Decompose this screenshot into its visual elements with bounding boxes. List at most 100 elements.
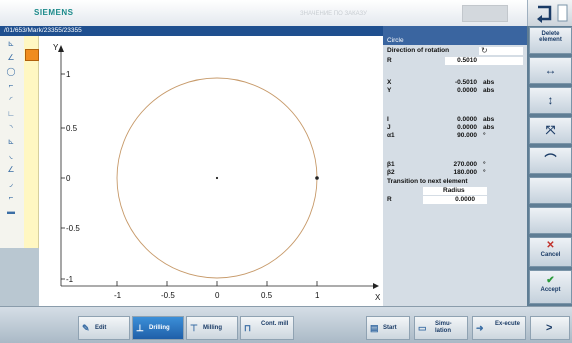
end-element-icon[interactable]: ▬ xyxy=(7,207,15,216)
arrows-horizontal-icon: ↔ xyxy=(544,63,557,77)
line-element-icon[interactable]: ⌐ xyxy=(8,193,14,202)
y-axis-arrow xyxy=(58,45,64,52)
selected-element-marker[interactable] xyxy=(25,49,39,61)
simulation-icon: ▭ xyxy=(418,323,427,333)
vertical-softkeys: Delete element ↔ ↕ ⤧ ⌒ ✕ Cancel ✔ Accept xyxy=(527,26,572,306)
panel-title: Circle xyxy=(383,36,527,45)
rotate-cw-icon: ↻ xyxy=(481,46,488,55)
execute-icon: ➜ xyxy=(476,323,484,333)
beta2-label: β2 xyxy=(387,169,395,176)
J-label: J xyxy=(387,124,391,131)
y-tick-label: -1 xyxy=(66,275,74,284)
return-icon xyxy=(537,4,568,23)
y-tick-label: -0.5 xyxy=(66,224,80,233)
milling-label: Milling xyxy=(203,325,222,331)
line-element-icon[interactable]: ∠ xyxy=(7,165,15,174)
R2-label: R xyxy=(387,196,392,203)
vertical-direction-button[interactable]: ↕ xyxy=(529,87,572,114)
x-tick-label: 1 xyxy=(315,291,320,300)
arrows-diagonal-icon: ⤧ xyxy=(545,123,556,137)
edit-icon: ✎ xyxy=(82,323,90,333)
beta2-value[interactable]: 180.000 xyxy=(453,169,478,176)
arc-element-icon[interactable]: ◞ xyxy=(9,179,13,188)
X-unit: abs xyxy=(483,79,495,86)
cont-mill-label: Cont. mill xyxy=(261,321,289,327)
status-text: ЗНАЧЕНИЕ ПО ЗАКАЗУ xyxy=(300,11,367,17)
horizontal-direction-button[interactable]: ↔ xyxy=(529,57,572,84)
direction-field[interactable]: ↻ xyxy=(479,46,523,55)
arc-element-icon[interactable]: ◟ xyxy=(9,151,13,160)
X-label: X xyxy=(387,79,392,86)
element-selection-column xyxy=(24,36,39,248)
accept-check-icon: ✔ xyxy=(546,275,555,286)
more-button[interactable]: > xyxy=(530,316,570,340)
edit-button[interactable]: ✎ Edit xyxy=(78,316,130,340)
J-value[interactable]: 0.0000 xyxy=(457,124,477,131)
Y-value[interactable]: 0.0000 xyxy=(457,87,477,94)
beta2-unit: ° xyxy=(483,169,486,176)
delete-element-button[interactable]: Delete element xyxy=(529,27,572,54)
arc-button[interactable]: ⌒ xyxy=(529,147,572,174)
y-tick-label: 0.5 xyxy=(66,124,78,133)
transition-label: Transition to next element xyxy=(387,178,468,185)
J-unit: abs xyxy=(483,124,495,131)
R2-value: 0.0000 xyxy=(455,196,475,203)
R-value: 0.5010 xyxy=(457,57,477,64)
cancel-x-icon: ✕ xyxy=(546,240,555,251)
alpha1-value[interactable]: 90.000 xyxy=(457,132,477,139)
arc-icon: ⌒ xyxy=(544,153,557,167)
x-tick-label: -0.5 xyxy=(161,291,175,300)
execute-button[interactable]: ➜ Ex-ecute xyxy=(472,316,526,340)
alpha1-label: α1 xyxy=(387,132,395,139)
Y-label: Y xyxy=(387,87,392,94)
milling-button[interactable]: ⊤ Milling xyxy=(186,316,238,340)
simulation-label: Simu-lation xyxy=(435,321,452,334)
Y-unit: abs xyxy=(483,87,495,94)
element-toolbar: ⊾ ∠ ◯ ⌐ ◜ ∟ ◝ ⊾ ◟ ∠ ◞ ⌐ ▬ xyxy=(0,36,25,248)
line-element-icon[interactable]: ∠ xyxy=(7,53,15,62)
transition-field[interactable] xyxy=(423,187,487,195)
X-value[interactable]: -0.5010 xyxy=(454,79,477,86)
circle-center-point xyxy=(215,176,219,180)
return-button[interactable] xyxy=(527,0,572,26)
start-point-icon[interactable]: ⊾ xyxy=(7,39,15,48)
line-element-icon[interactable]: ⌐ xyxy=(8,81,14,90)
beta1-value[interactable]: 270.000 xyxy=(453,161,478,168)
x-axis-arrow xyxy=(373,283,379,289)
cont-mill-button[interactable]: ⊓ Cont. mill xyxy=(240,316,294,340)
diagonal-direction-button[interactable]: ⤧ xyxy=(529,117,572,144)
accept-button[interactable]: ✔ Accept xyxy=(529,270,572,304)
simulation-button[interactable]: ▭ Simu-lation xyxy=(414,316,468,340)
line-element-icon[interactable]: ∟ xyxy=(7,109,15,118)
softkey-blank[interactable] xyxy=(529,177,572,204)
program-path: /01/653/Mark/23355/23355 xyxy=(0,26,383,36)
start-icon: ▤ xyxy=(370,323,379,333)
arc-element-icon[interactable]: ◜ xyxy=(9,95,13,104)
drilling-label: Drilling xyxy=(149,325,170,331)
contour-start-point xyxy=(315,176,319,180)
title-bar xyxy=(0,0,527,27)
cancel-button[interactable]: ✕ Cancel xyxy=(529,237,572,267)
x-tick-label: -1 xyxy=(114,291,122,300)
edit-label: Edit xyxy=(95,325,107,331)
line-element-icon[interactable]: ⊾ xyxy=(7,137,15,146)
R2-field[interactable] xyxy=(423,196,487,204)
accept-label: Accept xyxy=(540,287,561,293)
circle-element-icon[interactable]: ◯ xyxy=(6,67,16,76)
contour-mill-icon: ⊓ xyxy=(244,323,252,333)
y-tick-label: 0 xyxy=(66,174,71,183)
I-value[interactable]: 0.0000 xyxy=(457,116,477,123)
milling-icon: ⊤ xyxy=(190,323,198,333)
start-button[interactable]: ▤ Start xyxy=(366,316,410,340)
drilling-button[interactable]: ⊥ Drilling xyxy=(132,316,184,340)
arc-element-icon[interactable]: ◝ xyxy=(9,123,13,132)
siemens-logo: SIEMENS xyxy=(34,8,74,17)
R-field[interactable] xyxy=(445,57,523,65)
arrows-vertical-icon: ↕ xyxy=(547,93,554,107)
softkey-blank[interactable] xyxy=(529,207,572,234)
transition-value: Radius xyxy=(443,187,465,194)
alpha1-unit: ° xyxy=(483,132,486,139)
beta1-label: β1 xyxy=(387,161,395,168)
R-label: R xyxy=(387,57,392,64)
I-unit: abs xyxy=(483,116,495,123)
